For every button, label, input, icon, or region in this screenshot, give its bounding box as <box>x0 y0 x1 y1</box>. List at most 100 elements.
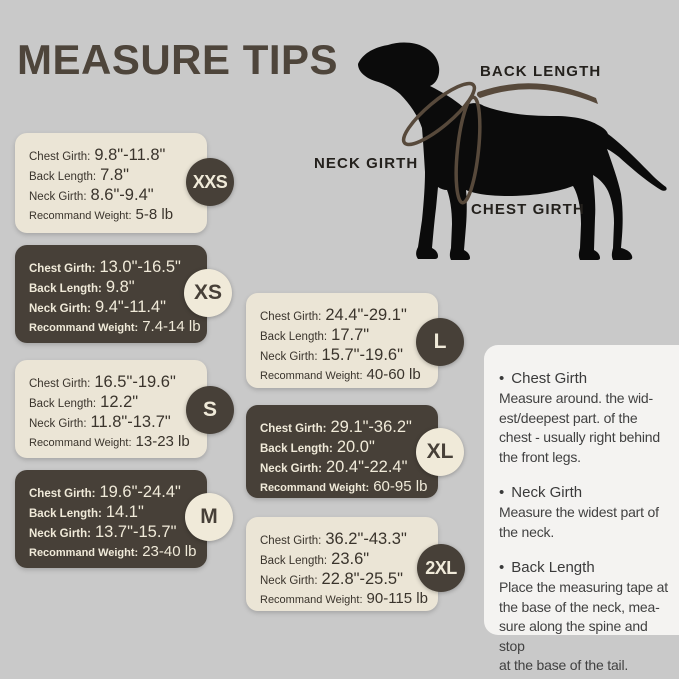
neck-label: Neck Girth: <box>29 303 91 315</box>
spec-row-weight: Recommand Weight: 7.4-14 lb <box>29 318 201 338</box>
tip-heading: Chest Girth <box>511 370 588 387</box>
chest-label: Chest Girth: <box>260 311 322 323</box>
neck-value: 13.7"-15.7" <box>95 523 177 541</box>
page-title: MEASURE TIPS <box>17 36 339 83</box>
weight-label: Recommand Weight: <box>29 322 139 334</box>
chest-label: Chest Girth: <box>260 423 327 435</box>
chest-label: Chest Girth: <box>29 151 91 163</box>
back-label: Back Length: <box>260 443 333 455</box>
size-card-l: Chest Girth: 24.4"-29.1" Back Length: 17… <box>246 293 464 388</box>
neck-value: 8.6"-9.4" <box>90 186 154 204</box>
spec-row-weight: Recommand Weight: 23-40 lb <box>29 543 201 563</box>
chest-label: Chest Girth: <box>29 263 96 275</box>
spec-row-neck: Neck Girth: 9.4"-11.4" <box>29 298 201 318</box>
chest-label: Chest Girth: <box>29 378 91 390</box>
tip-chest-girth: • Chest Girth Measure around. the wid- e… <box>499 370 673 467</box>
weight-value: 60-95 lb <box>373 478 428 495</box>
spec-row-weight: Recommand Weight: 13-23 lb <box>29 433 201 453</box>
spec-row-neck: Neck Girth: 15.7"-19.6" <box>260 346 432 366</box>
size-badge-xxs: XXS <box>186 158 234 206</box>
bullet: • <box>499 484 505 501</box>
dog-diagram <box>358 42 667 260</box>
size-card-s: Chest Girth: 16.5"-19.6" Back Length: 12… <box>15 360 234 458</box>
spec-row-neck: Neck Girth: 13.7"-15.7" <box>29 523 201 543</box>
spec-row-back: Back Length: 17.7" <box>260 326 432 346</box>
dog-silhouette <box>358 42 667 260</box>
back-length-tape <box>476 83 598 104</box>
chest-label: Chest Girth: <box>260 535 322 547</box>
spec-row-neck: Neck Girth: 8.6"-9.4" <box>29 186 201 206</box>
chest-value: 9.8"-11.8" <box>94 146 166 164</box>
weight-label: Recommand Weight: <box>260 482 370 494</box>
chest-value: 16.5"-19.6" <box>94 373 176 391</box>
back-label: Back Length: <box>29 508 102 520</box>
chest-value: 29.1"-36.2" <box>330 418 412 436</box>
spec-row-back: Back Length: 20.0" <box>260 438 432 458</box>
weight-value: 7.4-14 lb <box>142 318 201 335</box>
chest-value: 24.4"-29.1" <box>325 306 407 324</box>
weight-label: Recommand Weight: <box>29 210 132 222</box>
size-card-xl: Chest Girth: 29.1"-36.2" Back Length: 20… <box>246 405 464 498</box>
chest-girth-diagram-label: CHEST GIRTH <box>471 201 585 218</box>
size-code: 2XL <box>425 557 457 578</box>
size-code: XXS <box>192 171 228 192</box>
tip-back-length: • Back Length Place the measuring tape a… <box>499 559 673 676</box>
neck-value: 11.8"-13.7" <box>90 413 171 431</box>
back-value: 9.8" <box>105 278 135 296</box>
spec-row-back: Back Length: 7.8" <box>29 166 201 186</box>
tip-heading: Neck Girth <box>511 484 583 501</box>
tip-heading-row: • Back Length <box>499 559 673 576</box>
weight-value: 23-40 lb <box>142 543 197 560</box>
back-label: Back Length: <box>29 171 97 183</box>
neck-girth-tape <box>401 81 477 147</box>
spec-row-chest: Chest Girth: 13.0"-16.5" <box>29 258 201 278</box>
size-code: XL <box>426 440 454 463</box>
back-length-diagram-label: BACK LENGTH <box>480 63 602 80</box>
size-card-xs: Chest Girth: 13.0"-16.5" Back Length: 9.… <box>15 245 232 343</box>
spec-row-back: Back Length: 14.1" <box>29 503 201 523</box>
spec-row-chest: Chest Girth: 19.6"-24.4" <box>29 483 201 503</box>
size-code: XS <box>193 281 222 304</box>
weight-label: Recommand Weight: <box>260 594 363 606</box>
spec-row-chest: Chest Girth: 16.5"-19.6" <box>29 373 201 393</box>
back-value: 23.6" <box>331 550 370 568</box>
size-badge-l: L <box>416 318 464 366</box>
measuring-tips-panel: • Chest Girth Measure around. the wid- e… <box>484 345 679 673</box>
size-code: S <box>202 398 217 421</box>
tip-heading-row: • Neck Girth <box>499 484 673 501</box>
neck-label: Neck Girth: <box>29 528 91 540</box>
spec-row-neck: Neck Girth: 20.4"-22.4" <box>260 458 432 478</box>
bullet: • <box>499 559 505 576</box>
spec-row-chest: Chest Girth: 29.1"-36.2" <box>260 418 432 438</box>
neck-value: 9.4"-11.4" <box>95 298 167 316</box>
chest-girth-tape <box>454 95 482 205</box>
back-value: 12.2" <box>100 393 139 411</box>
bullet: • <box>499 370 505 387</box>
neck-girth-diagram-label: NECK GIRTH <box>314 155 419 172</box>
tip-heading-row: • Chest Girth <box>499 370 673 387</box>
size-code: L <box>433 330 447 353</box>
size-badge-2xl: 2XL <box>417 544 465 592</box>
back-value: 7.8" <box>100 166 129 184</box>
chest-value: 13.0"-16.5" <box>99 258 181 276</box>
chest-label: Chest Girth: <box>29 488 96 500</box>
size-badge-xs: XS <box>184 269 232 317</box>
size-code: M <box>200 505 218 528</box>
back-label: Back Length: <box>260 331 328 343</box>
back-label: Back Length: <box>260 555 328 567</box>
tip-body: Measure the widest part of the neck. <box>499 504 659 540</box>
size-card-m: Chest Girth: 19.6"-24.4" Back Length: 14… <box>15 470 233 568</box>
weight-value: 40-60 lb <box>366 366 421 383</box>
neck-label: Neck Girth: <box>260 351 318 363</box>
weight-label: Recommand Weight: <box>29 547 139 559</box>
neck-label: Neck Girth: <box>260 575 318 587</box>
back-value: 17.7" <box>331 326 370 344</box>
back-value: 14.1" <box>105 503 144 521</box>
neck-value: 22.8"-25.5" <box>321 570 403 588</box>
spec-row-weight: Recommand Weight: 5-8 lb <box>29 206 201 226</box>
spec-row-back: Back Length: 9.8" <box>29 278 201 298</box>
weight-label: Recommand Weight: <box>260 370 363 382</box>
weight-value: 90-115 lb <box>366 590 428 607</box>
chest-value: 36.2"-43.3" <box>325 530 407 548</box>
